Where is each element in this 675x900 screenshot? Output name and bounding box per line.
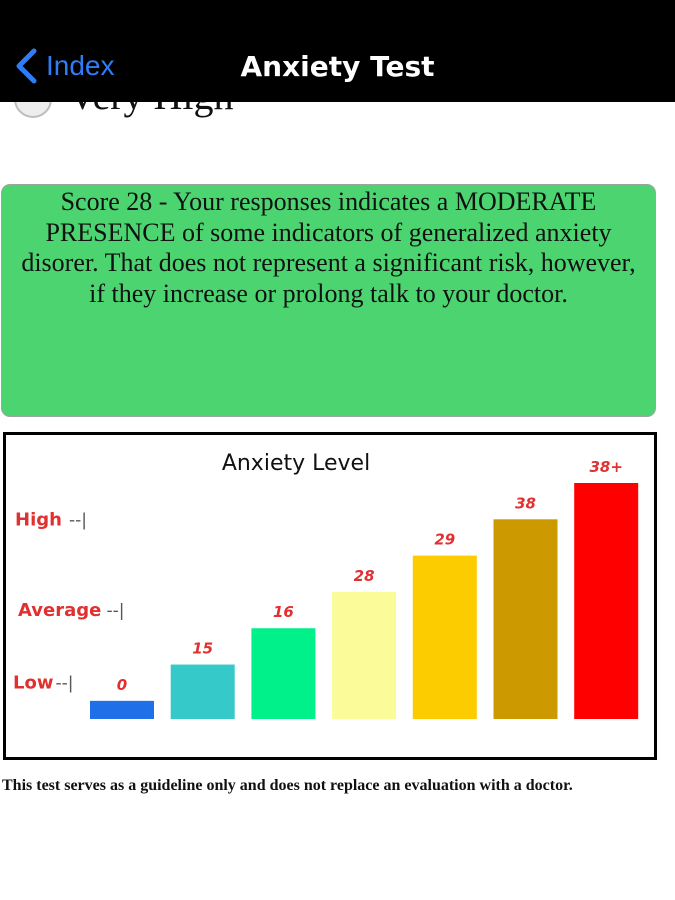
answer-option-partial[interactable]: Very High xyxy=(0,102,675,122)
chart-title: Anxiety Level xyxy=(222,451,370,476)
chart-bar xyxy=(493,519,558,719)
chart-data-label: 0 xyxy=(117,676,127,694)
chart-data-label: 28 xyxy=(354,567,375,585)
chart-bar xyxy=(90,700,154,719)
radio-button[interactable] xyxy=(14,102,52,118)
answer-option-label: Very High xyxy=(68,102,234,119)
anxiety-level-chart: Anxiety Level 0 15 16 28 29 38 38+ High --| Averag… xyxy=(3,432,657,760)
back-button-label: Index xyxy=(46,50,115,81)
chart-canvas: Anxiety Level 0 15 16 28 29 38 38+ High --| Averag… xyxy=(13,451,639,719)
chart-data-label: 38 xyxy=(515,494,536,512)
chart-data-label: 38+ xyxy=(589,458,622,476)
y-marker-tick: --| xyxy=(107,601,125,621)
result-text: Score 28 - Your responses indicates a MO… xyxy=(21,187,636,308)
back-button[interactable]: Index xyxy=(14,44,115,88)
navigation-bar: Index Anxiety Test xyxy=(0,0,675,102)
result-panel: Score 28 - Your responses indicates a MO… xyxy=(1,184,656,417)
page-title: Anxiety Test xyxy=(240,50,435,83)
chart-bar xyxy=(332,591,397,719)
chart-data-label: 16 xyxy=(273,603,294,621)
chart-bar xyxy=(574,483,639,719)
chevron-left-icon xyxy=(16,48,37,84)
chart-bar xyxy=(251,628,316,719)
disclaimer-text: This test serves as a guideline only and… xyxy=(2,777,573,794)
chart-bar xyxy=(170,664,235,719)
y-marker-tick: --| xyxy=(56,674,74,694)
y-marker-label: Average xyxy=(18,600,101,621)
y-marker-label: Low xyxy=(13,673,53,694)
y-marker-label: High xyxy=(15,509,62,530)
chart-bar xyxy=(412,555,477,719)
chart-data-label: 29 xyxy=(434,531,455,549)
chart-data-label: 15 xyxy=(192,640,213,658)
y-marker-tick: --| xyxy=(69,510,87,530)
